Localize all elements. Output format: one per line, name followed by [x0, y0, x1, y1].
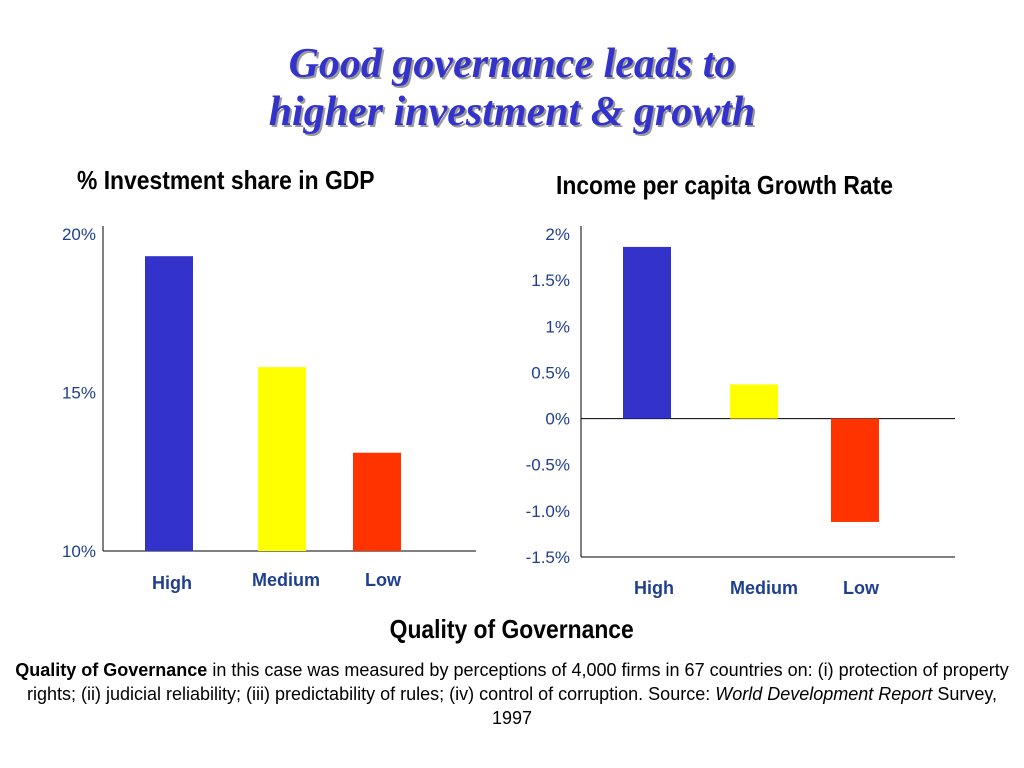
investment-bar-low	[353, 452, 401, 551]
footnote-lead: Quality of Governance	[15, 660, 208, 680]
growth-y-tick-label: -1.5%	[526, 548, 570, 567]
growth-category-label-medium: Medium	[730, 578, 798, 598]
governance-axis-label-text: Quality of Governance	[389, 614, 635, 644]
investment-bar-medium	[258, 367, 306, 551]
investment-y-tick-label: 10%	[62, 542, 96, 561]
growth-y-tick-label: 0%	[545, 410, 570, 429]
investment-category-label-high: High	[152, 573, 192, 593]
investment-chart-title: % Investment share in GDP	[77, 165, 375, 195]
investment-y-tick-label: 20%	[62, 225, 96, 244]
footnote: Quality of Governance in this case was m…	[10, 658, 1014, 730]
growth-bar-low	[831, 418, 879, 522]
investment-y-tick-label: 15%	[62, 384, 96, 403]
growth-y-tick-label: 2%	[545, 225, 570, 244]
growth-bar-high	[623, 246, 671, 419]
investment-bar-high	[145, 256, 193, 551]
growth-y-tick-label: 1.5%	[531, 271, 570, 290]
investment-category-label-medium: Medium	[252, 570, 320, 590]
growth-chart-title: Income per capita Growth Rate	[556, 170, 893, 200]
growth-category-label-low: Low	[843, 578, 880, 598]
growth-y-tick-label: 1%	[545, 317, 570, 336]
growth-category-label-high: High	[634, 578, 674, 598]
slide-title-line-2: higher investment & growth	[268, 89, 756, 135]
footnote-text-1: in this case was measured by perceptions…	[26, 660, 1009, 704]
growth-bar-medium	[730, 384, 778, 419]
footnote-text-2: Survey, 1997	[491, 684, 997, 728]
governance-axis-label: Quality of Governance	[0, 614, 1024, 645]
growth-y-tick-label: 0.5%	[531, 363, 570, 382]
slide-title: Good governance leads to higher investme…	[0, 40, 1024, 136]
growth-y-tick-label: -1.0%	[526, 502, 570, 521]
slide-title-line-1: Good governance leads to	[288, 41, 736, 87]
investment-category-label-low: Low	[365, 570, 402, 590]
footnote-source: World Development Report	[715, 684, 933, 704]
growth-y-tick-label: -0.5%	[526, 456, 570, 475]
